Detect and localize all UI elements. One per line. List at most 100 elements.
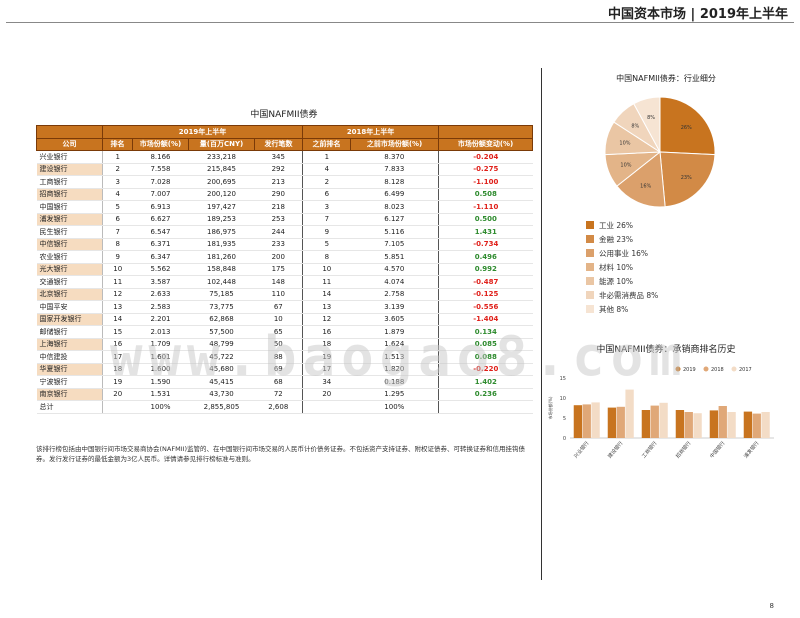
pie-legend-item: 其他 8% (586, 302, 658, 316)
cell-bank: 建设银行 (36, 163, 103, 176)
cell-deals: 148 (254, 275, 304, 289)
pie-slice (659, 96, 716, 156)
bar (641, 410, 651, 438)
cell-share: 2.633 (132, 288, 189, 301)
cell-rank: 1 (102, 150, 133, 164)
bar-legend-marker (675, 366, 681, 372)
cell-prev-rank: 12 (302, 313, 351, 326)
cell-prev-share: 1.820 (350, 363, 440, 376)
pie-slice-label: 23% (681, 175, 692, 181)
pie-slice-label: 10% (620, 163, 631, 169)
cell-deals: 253 (254, 213, 304, 226)
cell-share-change: 0.992 (438, 263, 533, 276)
cell-share-change: -0.556 (438, 300, 533, 314)
cell-deals: 218 (254, 200, 304, 214)
cell-rank: 9 (102, 250, 133, 264)
cell-prev-rank: 19 (302, 350, 351, 364)
total-blank (438, 400, 533, 414)
column-divider (541, 68, 542, 580)
cell-amount: 158,848 (188, 263, 255, 276)
pie-legend: 工业 26% 金融 23% 公用事业 16% 材料 10% 能源 10% 非必需消费品 8… (586, 218, 658, 316)
table-row: 国家开发银行 14 2.201 62,868 10 12 3.605 -1.404 (36, 313, 533, 326)
cell-deals: 69 (254, 363, 304, 376)
table-row: 北京银行 12 2.633 75,185 110 14 2.758 -0.125 (36, 288, 533, 301)
ranking-table: 2019年上半年 2018年上半年 公司 排名 市场份额(%) 量(百万CNY)… (36, 125, 534, 414)
legend-swatch (586, 277, 594, 285)
pie-legend-item: 金融 23% (586, 232, 658, 246)
cell-prev-share: 5.116 (350, 225, 440, 239)
total-deals: 2,608 (254, 400, 304, 414)
table-header-row: 公司 排名 市场份额(%) 量(百万CNY) 发行笔数 之前排名 之前市场份额(… (36, 137, 534, 151)
cell-share-change: -0.204 (438, 150, 533, 164)
total-blank (302, 400, 351, 414)
cell-bank: 上海银行 (36, 338, 103, 351)
pie-legend-item: 能源 10% (586, 274, 658, 288)
table-row: 民生银行 7 6.547 186,975 244 9 5.116 1.431 (36, 225, 533, 239)
cell-amount: 57,500 (188, 325, 255, 339)
y-tick-label: 10 (560, 396, 566, 402)
legend-swatch (586, 249, 594, 257)
cell-bank: 工商银行 (36, 175, 103, 189)
y-tick-label: 0 (563, 436, 566, 442)
cell-share: 6.547 (132, 225, 189, 239)
cell-share: 1.709 (132, 338, 189, 351)
x-tick-label: 兴业银行 (572, 440, 590, 460)
table-row: 邮储银行 15 2.013 57,500 65 16 1.879 0.134 (36, 325, 533, 339)
bar (718, 406, 727, 438)
cell-rank: 18 (102, 363, 133, 376)
cell-deals: 65 (254, 325, 304, 339)
cell-amount: 215,845 (188, 163, 255, 176)
cell-share: 6.627 (132, 213, 189, 226)
cell-prev-share: 4.074 (350, 275, 440, 289)
header-group-2019: 2019年上半年 (101, 125, 304, 139)
table-row: 中国平安 13 2.583 73,775 67 13 3.139 -0.556 (36, 300, 533, 314)
table-row: 中国银行 5 6.913 197,427 218 3 8.023 -1.110 (36, 200, 533, 214)
cell-prev-share: 0.188 (350, 375, 440, 389)
cell-share-change: 1.431 (438, 225, 533, 239)
cell-bank: 兴业银行 (36, 150, 103, 164)
cell-amount: 197,427 (188, 200, 255, 214)
cell-rank: 6 (102, 213, 133, 226)
pie-chart: 26% 23% 16% 10% 10% 8% 8% (590, 92, 720, 216)
cell-deals: 345 (254, 150, 304, 164)
cell-deals: 72 (254, 388, 304, 401)
cell-prev-share: 7.833 (350, 163, 440, 176)
cell-rank: 12 (102, 288, 133, 301)
cell-prev-rank: 4 (302, 163, 351, 176)
cell-rank: 2 (102, 163, 133, 176)
table-row: 建设银行 2 7.558 215,845 292 4 7.833 -0.275 (36, 163, 533, 176)
cell-share-change: -0.275 (438, 163, 533, 176)
bar-legend-label: 2019 (683, 367, 696, 373)
cell-rank: 8 (102, 238, 133, 251)
header-company: 公司 (36, 137, 103, 151)
pie-slice-label: 8% (647, 115, 655, 121)
cell-share: 3.587 (132, 275, 189, 289)
cell-prev-share: 1.513 (350, 350, 440, 364)
cell-share-change: -0.220 (438, 363, 533, 376)
cell-rank: 10 (102, 263, 133, 276)
cell-share-change: -0.734 (438, 238, 533, 251)
legend-swatch (586, 305, 594, 313)
header-amount: 量(百万CNY) (188, 137, 255, 151)
cell-share-change: 0.496 (438, 250, 533, 264)
cell-share-change: -0.487 (438, 275, 533, 289)
total-blank (102, 400, 133, 414)
header-share: 市场份额(%) (132, 137, 189, 151)
cell-prev-share: 1.295 (350, 388, 440, 401)
table-row: 交通银行 11 3.587 102,448 148 11 4.074 -0.487 (36, 275, 533, 289)
legend-label: 工业 26% (599, 220, 634, 230)
legend-label: 公用事业 16% (599, 248, 649, 258)
cell-deals: 244 (254, 225, 304, 239)
cell-prev-share: 3.605 (350, 313, 440, 326)
cell-prev-share: 1.879 (350, 325, 440, 339)
legend-swatch (586, 221, 594, 229)
pie-legend-item: 工业 26% (586, 218, 658, 232)
cell-rank: 4 (102, 188, 133, 201)
y-tick-label: 5 (563, 416, 566, 422)
cell-prev-rank: 8 (302, 250, 351, 264)
cell-share: 6.347 (132, 250, 189, 264)
cell-share-change: 0.085 (438, 338, 533, 351)
bar-legend-marker (731, 366, 737, 372)
cell-prev-share: 8.370 (350, 150, 440, 164)
cell-amount: 62,868 (188, 313, 255, 326)
